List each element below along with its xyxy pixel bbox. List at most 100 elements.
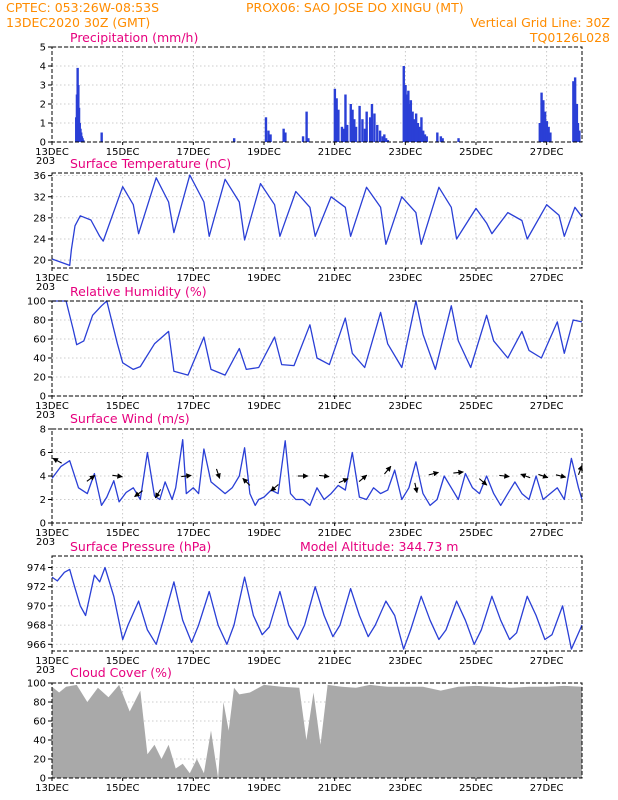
x-tick-label: 23DEC bbox=[388, 147, 422, 158]
x-tick-label: 15DEC bbox=[106, 147, 140, 158]
panel-frame bbox=[51, 428, 583, 524]
x-tick-label: 17DEC bbox=[176, 656, 210, 667]
precip-bar bbox=[423, 134, 427, 142]
header-station-coords: CPTEC: 053:26W-08:53S bbox=[6, 0, 159, 15]
series-line bbox=[51, 174, 583, 267]
y-tick-label: 1 bbox=[40, 119, 46, 130]
x-tick-label: 13DEC bbox=[35, 656, 69, 667]
y-tick-label: 60 bbox=[33, 335, 46, 346]
y-tick-label: 0 bbox=[40, 774, 46, 785]
precip-bar bbox=[337, 109, 340, 142]
x-tick-label: 17DEC bbox=[176, 783, 210, 794]
x-tick-label: 13DEC bbox=[35, 528, 69, 539]
x-tick-label: 19DEC bbox=[247, 528, 281, 539]
y-tick-label: 100 bbox=[27, 297, 46, 308]
precip-bar bbox=[363, 128, 367, 142]
x-tick-label: 15DEC bbox=[106, 273, 140, 284]
precip-bar bbox=[344, 94, 347, 142]
precip-bar bbox=[386, 140, 390, 142]
y-tick-label: 5 bbox=[40, 43, 46, 54]
precip-bar bbox=[282, 128, 285, 142]
precip-bar bbox=[420, 117, 423, 142]
x-tick-label: 23DEC bbox=[388, 401, 422, 412]
precip-bar bbox=[342, 128, 345, 142]
wind-vector bbox=[181, 473, 192, 479]
y-tick-label: 6 bbox=[40, 448, 46, 459]
precip-bar bbox=[409, 100, 413, 142]
x-tick-label: 19DEC bbox=[247, 783, 281, 794]
precip-bar bbox=[439, 136, 443, 142]
x-tick-label: 23DEC bbox=[388, 528, 422, 539]
x-tick-label: 27DEC bbox=[530, 401, 564, 412]
precip-bar bbox=[340, 126, 344, 142]
x-tick-label: 27DEC bbox=[530, 528, 564, 539]
x-tick-label: 17DEC bbox=[176, 147, 210, 158]
y-tick-label: 974 bbox=[27, 563, 46, 574]
precip-bar bbox=[383, 134, 386, 142]
precip-bar bbox=[538, 123, 541, 142]
y-tick-label: 4 bbox=[40, 62, 46, 73]
header-station-name: PROX06: SAO JOSE DO XINGU (MT) bbox=[246, 0, 464, 15]
precip-bar bbox=[100, 132, 103, 142]
precip-bar bbox=[404, 85, 407, 142]
y-tick-label: 24 bbox=[33, 234, 46, 245]
wind-vector bbox=[270, 484, 279, 492]
series-line bbox=[51, 438, 583, 507]
model-altitude-annotation: Model Altitude: 344.73 m bbox=[300, 539, 458, 554]
precip-bar bbox=[422, 130, 425, 142]
precip-bar bbox=[365, 111, 368, 142]
cloud-cover-area bbox=[52, 684, 582, 778]
x-tick-label: 25DEC bbox=[459, 783, 493, 794]
x-tick-label: 19DEC bbox=[247, 656, 281, 667]
precip-bar bbox=[361, 119, 364, 142]
x-tick-label: 21DEC bbox=[318, 656, 352, 667]
temperature-title: Surface Temperature (nC) bbox=[70, 156, 231, 171]
y-tick-label: 4 bbox=[40, 472, 46, 483]
humidity-panel: Relative Humidity (%) 0 20 40 60 80 100 13DEC 1… bbox=[27, 284, 583, 421]
wind-vector bbox=[215, 468, 221, 479]
precip-bar bbox=[267, 130, 270, 142]
wind-vector bbox=[338, 478, 349, 484]
y-tick-label: 20 bbox=[33, 755, 46, 766]
wind-vector bbox=[112, 473, 123, 479]
y-tick-label: 100 bbox=[27, 679, 46, 690]
precip-bar bbox=[301, 136, 305, 142]
wind-vector bbox=[358, 474, 368, 482]
y-tick-label: 36 bbox=[33, 171, 46, 182]
precip-bar bbox=[436, 132, 439, 142]
y-tick-label: 20 bbox=[33, 256, 46, 267]
x-tick-label: 13DEC bbox=[35, 783, 69, 794]
precip-bar bbox=[384, 138, 388, 142]
precip-bar bbox=[578, 130, 581, 142]
x-tick-label: 21DEC bbox=[318, 528, 352, 539]
pre-label: 203 bbox=[36, 156, 55, 167]
y-tick-label: 28 bbox=[33, 213, 46, 224]
wind-vector bbox=[555, 473, 567, 479]
x-tick-label: 25DEC bbox=[459, 273, 493, 284]
y-tick-label: 80 bbox=[33, 316, 46, 327]
header-grid-line-note: Vertical Grid Line: 30Z bbox=[470, 15, 610, 30]
x-tick-label: 21DEC bbox=[318, 147, 352, 158]
y-tick-label: 972 bbox=[27, 582, 46, 593]
precip-bar bbox=[411, 111, 414, 142]
precip-bar bbox=[457, 138, 460, 142]
humidity-title: Relative Humidity (%) bbox=[70, 284, 207, 299]
y-tick-label: 0 bbox=[40, 138, 46, 149]
precip-bar bbox=[349, 104, 352, 142]
panel-frame bbox=[51, 555, 583, 652]
wind-vector bbox=[538, 473, 549, 479]
x-tick-label: 23DEC bbox=[388, 783, 422, 794]
precip-bar bbox=[381, 136, 384, 142]
wind-vector bbox=[384, 465, 392, 475]
wind-vector bbox=[520, 473, 531, 479]
precip-bar bbox=[540, 92, 543, 142]
pressure-title: Surface Pressure (hPa) bbox=[70, 539, 211, 554]
precip-bar bbox=[416, 123, 420, 142]
x-tick-label: 27DEC bbox=[530, 656, 564, 667]
precip-bar bbox=[549, 132, 552, 142]
y-tick-label: 968 bbox=[27, 621, 46, 632]
precip-bar bbox=[82, 140, 85, 142]
temperature-panel: Surface Temperature (nC) 20 24 28 32 36 13DEC… bbox=[33, 156, 583, 293]
precip-bar bbox=[376, 124, 379, 142]
wind-vector bbox=[577, 464, 583, 475]
